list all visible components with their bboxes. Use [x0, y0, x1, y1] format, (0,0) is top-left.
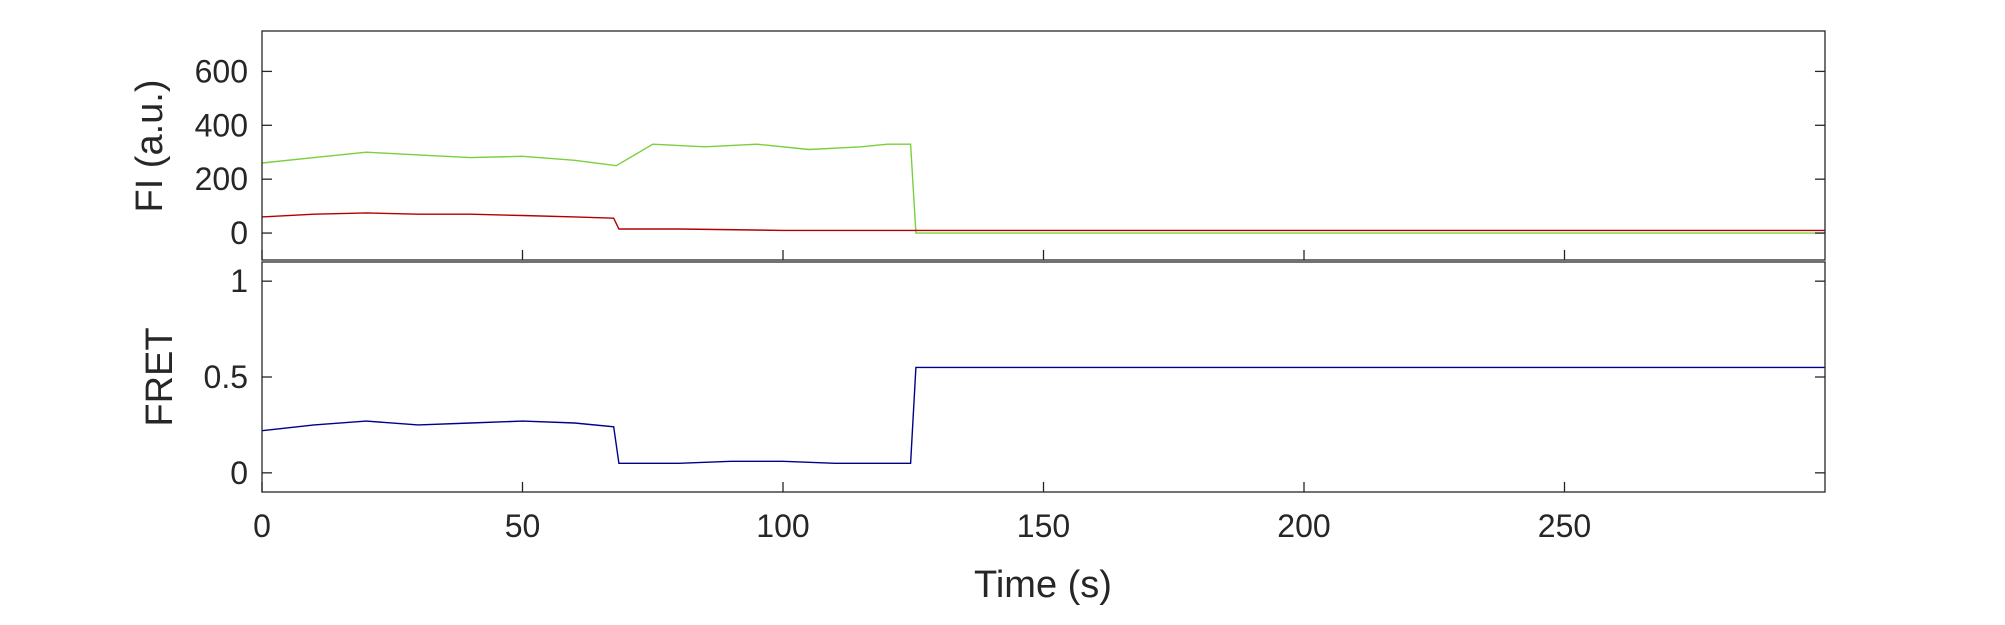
fret-panel: 00.51 0 50 100 150 200 250 FRET Time (s)	[139, 261, 1826, 606]
donor-trace	[261, 143, 1825, 234]
time-x-tick-label: 100	[756, 508, 809, 544]
time-x-tick-label: 250	[1538, 508, 1591, 544]
fluorescence-panel: 0 200 400 600 FI (a.u.)	[129, 30, 1826, 261]
fluorescence-y-tick-label: 600	[195, 53, 248, 89]
time-x-axis-label: Time (s)	[974, 564, 1112, 606]
fret-efficiency-trace	[261, 366, 1825, 464]
fluorescence-y-tick-label: 0	[230, 215, 248, 251]
time-x-tick-label: 50	[505, 508, 541, 544]
fret-traces	[261, 366, 1825, 464]
fret-y-tick-label: 0	[230, 455, 248, 491]
acceptor-trace	[261, 212, 1825, 232]
fluorescence-y-tick-label: 200	[195, 161, 248, 197]
fret-y-ticks: 00.51	[204, 263, 1825, 491]
time-x-tick-label: 150	[1017, 508, 1070, 544]
fret-plot-area	[262, 262, 1825, 492]
time-x-tick-label: 200	[1277, 508, 1330, 544]
fret-y-axis-label: FRET	[139, 327, 181, 426]
fret-y-tick-label: 1	[230, 263, 248, 299]
fluorescence-plot-area	[262, 31, 1825, 260]
fluorescence-y-tick-label: 400	[195, 107, 248, 143]
time-x-ticks: 0 50 100 150 200 250	[253, 482, 1591, 544]
time-x-tick-label: 0	[253, 508, 271, 544]
fluorescence-y-ticks: 0 200 400 600	[195, 53, 1825, 260]
fluorescence-traces	[261, 143, 1825, 234]
fret-y-tick-label: 0.5	[204, 359, 248, 395]
fluorescence-y-axis-label: FI (a.u.)	[129, 79, 171, 212]
